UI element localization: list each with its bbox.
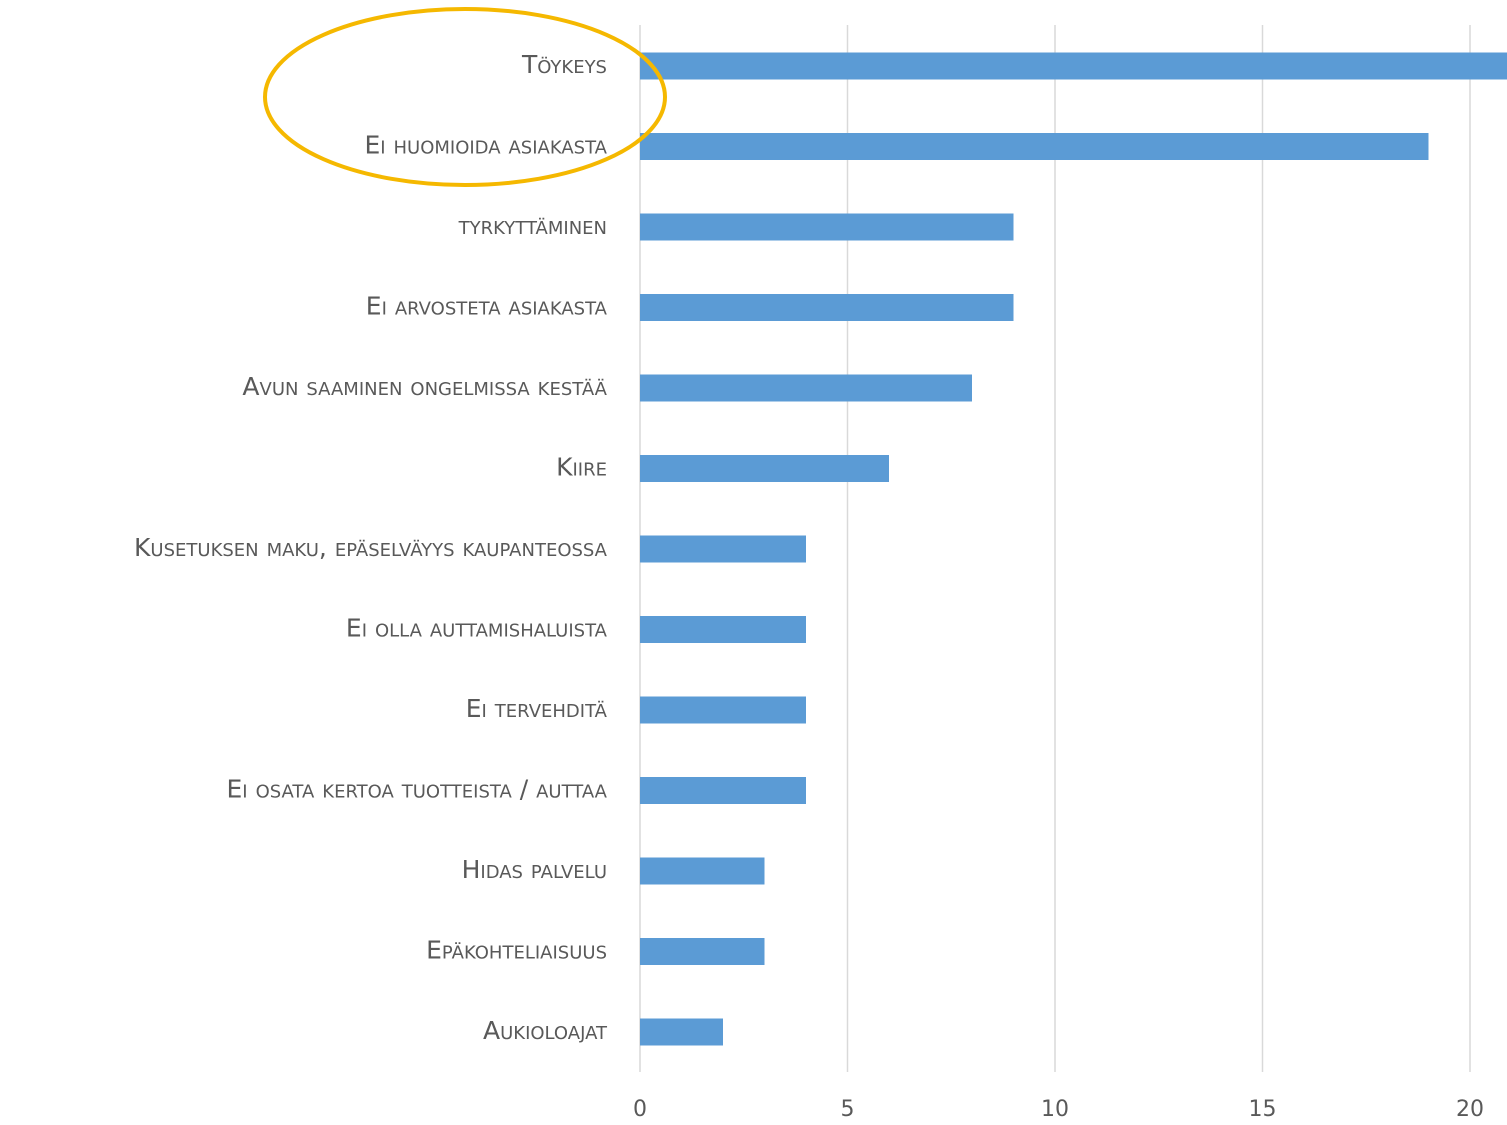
bar [640, 857, 765, 885]
y-tick-label: Kusetuksen maku, epäselväyys kaupanteoss… [134, 533, 608, 562]
x-tick-label: 10 [1041, 1097, 1069, 1122]
bar [640, 1018, 723, 1046]
y-tick-label: Ei osata kertoa tuotteista / auttaa [227, 775, 608, 804]
grid [639, 25, 1471, 1072]
bars [640, 52, 1507, 1046]
bar [640, 374, 972, 402]
y-tick-label: Ei arvosteta asiakasta [366, 292, 608, 321]
highlight-ellipse [263, 7, 667, 187]
bar [640, 52, 1507, 80]
x-tick-label: 20 [1456, 1097, 1484, 1122]
bar [640, 133, 1429, 160]
x-tick-label: 5 [841, 1097, 855, 1122]
y-tick-label: Ei huomioida asiakasta [364, 131, 607, 160]
y-tick-label: Avun saaminen ongelmissa kestää [242, 372, 607, 401]
y-tick-label: Ei olla auttamishaluista [346, 614, 608, 643]
y-tick-label: Kiire [556, 453, 607, 482]
x-tick-label: 15 [1249, 1097, 1277, 1122]
y-tick-label: Ei tervehditä [466, 694, 608, 723]
y-tick-label: Epäkohteliaisuus [426, 936, 607, 965]
y-tick-label: Aukioloajat [483, 1016, 608, 1045]
x-tick-label: 0 [633, 1097, 647, 1122]
bar [640, 696, 806, 724]
y-tick-label: Hidas palvelu [462, 855, 607, 884]
bar [640, 294, 1014, 321]
y-tick-label: Töykeys [521, 50, 607, 79]
bar [640, 938, 765, 965]
bar [640, 455, 889, 482]
bar [640, 213, 1014, 241]
bar [640, 616, 806, 643]
bar [640, 535, 806, 563]
y-tick-label: tyrkyttäminen [458, 211, 607, 240]
bar [640, 777, 806, 804]
